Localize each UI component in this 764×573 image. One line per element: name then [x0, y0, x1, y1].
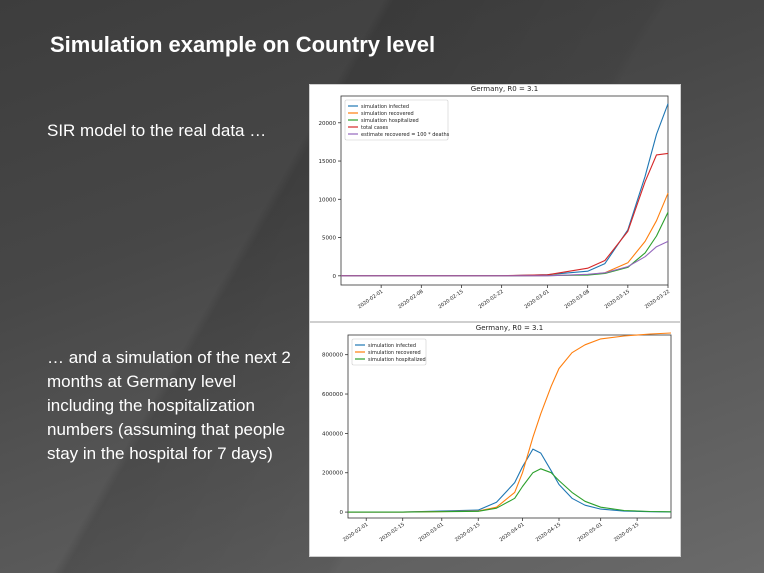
chart-1-legend-label: simulation infected: [361, 104, 409, 110]
chart-2-series-1-line: [348, 448, 672, 513]
chart-2-xtick-label: 2020-04-15: [535, 522, 562, 544]
chart-1-xtick-label: 2020-02-15: [437, 289, 464, 311]
chart-2-ytick-label: 200000: [322, 471, 343, 477]
chart-1-legend-label: simulation hospitalized: [361, 118, 419, 124]
chart-1-ytick-label: 0: [333, 274, 337, 280]
chart-1-xtick-label: 2020-03-01: [523, 289, 550, 311]
chart-panel-2: Germany, R0 = 3.1 0 200000 400000 600000 8000…: [309, 322, 681, 557]
chart-2-xtick-label: 2020-04-01: [498, 522, 525, 544]
chart-2-ytick-label: 600000: [322, 392, 343, 398]
chart-2-xtick-label: 2020-05-01: [577, 522, 604, 544]
chart-1-xtick-label: 2020-03-15: [604, 289, 631, 311]
chart-1-xtick-label: 2020-02-22: [478, 289, 505, 311]
chart-1-legend-label: simulation recovered: [361, 111, 414, 117]
chart-1-ytick-label: 20000: [319, 121, 337, 127]
chart-2-legend-label: simulation infected: [368, 343, 416, 349]
chart-2-xtick-label: 2020-03-01: [418, 522, 445, 544]
chart-1-ytick-label: 5000: [322, 236, 336, 242]
chart-panel-1: Germany, R0 = 3.1 0 5000 10000 15000 20000 202…: [309, 84, 681, 322]
slide-paragraph-2: … and a simulation of the next 2 months …: [47, 348, 291, 463]
chart-2-xtick-label: 2020-05-15: [613, 522, 640, 544]
chart-1-xtick-label: 2020-02-08: [397, 289, 424, 311]
chart-2-ytick-label: 800000: [322, 353, 343, 359]
chart-1-ytick-label: 10000: [319, 197, 337, 203]
slide-title: Simulation example on Country level: [50, 32, 436, 57]
chart-1-xtick-label: 2020-03-08: [564, 289, 591, 311]
chart-2-ytick-label: 400000: [322, 431, 343, 437]
chart-1: Germany, R0 = 3.1 0 5000 10000 15000 20000 202…: [319, 85, 672, 311]
chart-2-legend-label: simulation recovered: [368, 350, 421, 356]
chart-1-series-2-line: [341, 192, 669, 277]
chart-2-legend: [351, 338, 427, 366]
chart-1-legend-label: estimate recovered = 100 * deaths: [361, 132, 450, 138]
chart-2-series-2-line: [348, 332, 672, 513]
chart-2: Germany, R0 = 3.1 0 200000 400000 600000 8000…: [322, 324, 672, 544]
chart-1-legend-label: total cases: [361, 125, 389, 131]
chart-2-legend-label: simulation hospitalized: [368, 357, 426, 363]
chart-2-xtick-label: 2020-03-15: [454, 522, 481, 544]
chart-2-title: Germany, R0 = 3.1: [476, 324, 543, 332]
chart-1-legend: [344, 99, 449, 141]
chart-1-series-5-line: [341, 240, 669, 277]
chart-1-series-4-line: [341, 152, 669, 277]
chart-1-ytick-label: 15000: [319, 159, 337, 165]
chart-2-xtick-label: 2020-02-15: [379, 522, 406, 544]
chart-2-series-3-line: [348, 468, 672, 513]
chart-1-xtick-label: 2020-02-01: [357, 289, 384, 311]
slide-paragraph-1: SIR model to the real data …: [47, 121, 267, 140]
chart-2-xtick-label: 2020-02-01: [342, 522, 369, 544]
chart-2-ytick-label: 0: [340, 510, 344, 516]
chart-1-xtick-label: 2020-03-22: [644, 289, 671, 311]
chart-2-plot-frame: [347, 334, 672, 519]
chart-1-plot-frame: [340, 95, 669, 286]
chart-1-title: Germany, R0 = 3.1: [471, 85, 538, 93]
